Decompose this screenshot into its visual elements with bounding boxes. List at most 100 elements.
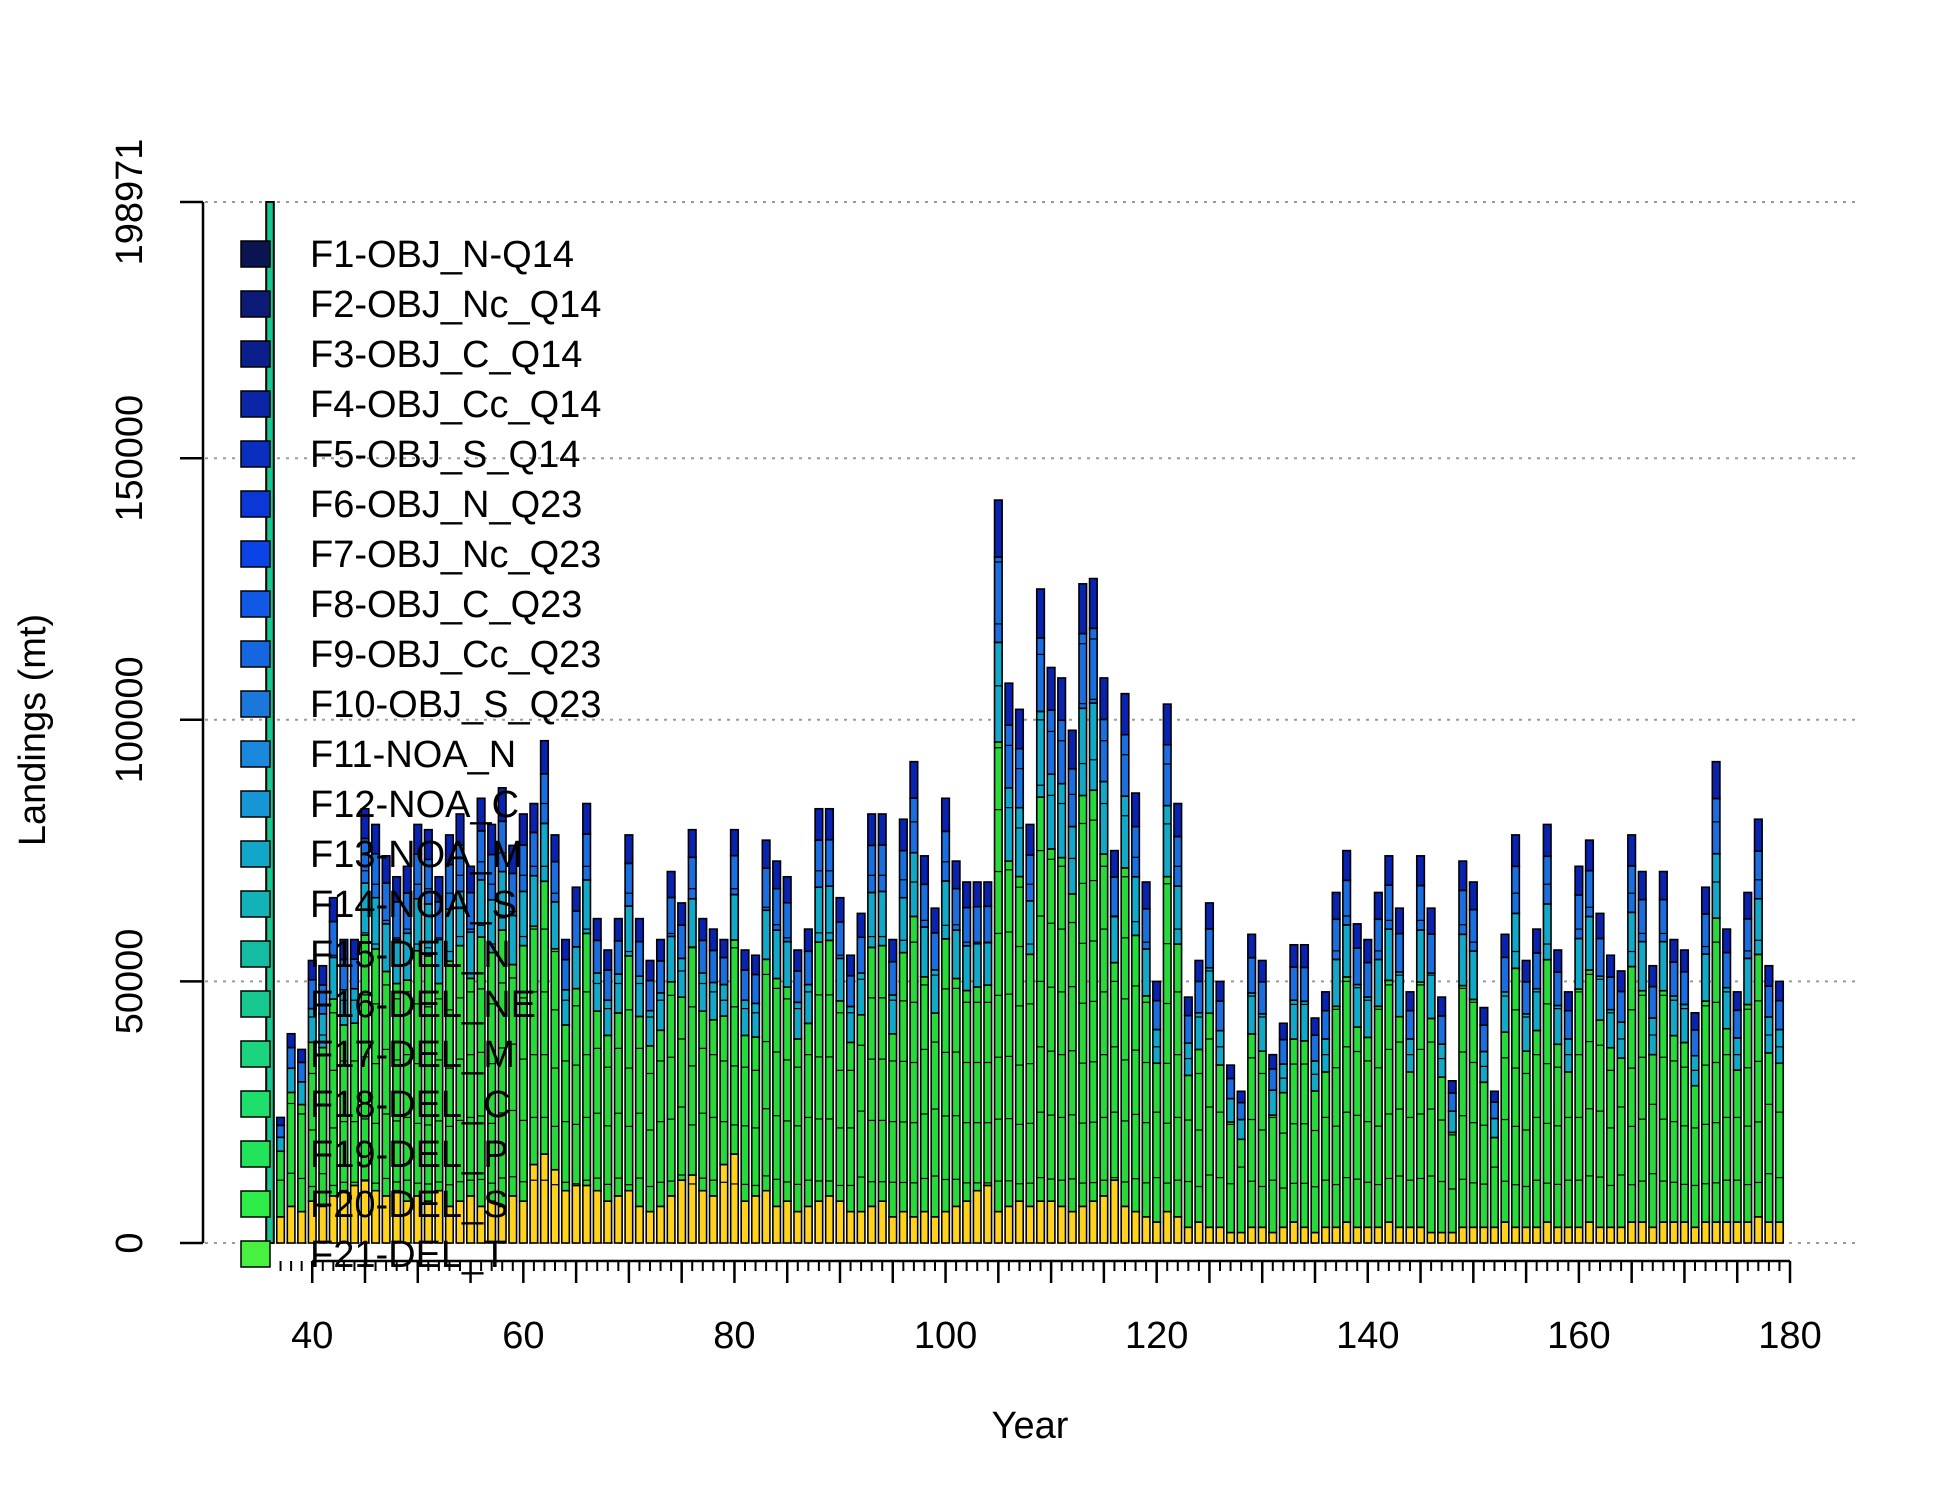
bar-147 xyxy=(1437,996,1447,1244)
legend-swatch xyxy=(240,640,271,668)
bar-140 xyxy=(1363,938,1373,1244)
bar-segment xyxy=(1310,1060,1320,1092)
legend-swatch xyxy=(240,890,271,918)
bar-segment xyxy=(1648,985,1658,1019)
bar-segment xyxy=(1595,937,1605,977)
bar-107 xyxy=(1014,708,1025,1244)
bar-80 xyxy=(729,828,740,1244)
bar-segment xyxy=(983,984,993,1187)
bar-segment xyxy=(1057,1205,1067,1244)
bar-segment xyxy=(1173,1216,1183,1244)
bar-segment xyxy=(1510,834,1521,868)
bar-104 xyxy=(983,881,993,1244)
bar-segment xyxy=(582,1184,592,1244)
bar-segment xyxy=(1679,970,1690,1006)
bar-segment xyxy=(1141,881,1151,910)
bar-segment xyxy=(571,1184,581,1244)
bar-segment xyxy=(1468,998,1478,1229)
bar-116 xyxy=(1109,849,1120,1244)
bar-segment xyxy=(761,909,771,961)
bar-segment xyxy=(782,940,792,988)
bar-segment xyxy=(487,823,497,856)
bar-segment xyxy=(1247,933,1257,959)
bar-segment xyxy=(1057,856,1067,1208)
y-tick-label: 150000 xyxy=(109,395,151,522)
bar-segment xyxy=(1215,1000,1225,1032)
bar-segment xyxy=(1679,1003,1690,1044)
bar-segment xyxy=(1574,894,1584,940)
bar-segment xyxy=(1458,933,1468,987)
bar-segment xyxy=(1204,1226,1215,1244)
legend-item: F2-OBJ_Nc_Q14 xyxy=(240,284,601,326)
bar-segment xyxy=(1204,928,1215,969)
bar-segment xyxy=(1225,1231,1236,1244)
bar-segment xyxy=(1025,823,1035,856)
legend-swatch xyxy=(240,690,271,718)
bar-segment xyxy=(803,1022,813,1208)
bar-143 xyxy=(1394,907,1405,1244)
bar-121 xyxy=(1162,703,1172,1244)
bar-segment xyxy=(1690,1226,1700,1244)
bar-88 xyxy=(814,807,824,1244)
bar-segment xyxy=(666,981,676,1197)
bar-segment xyxy=(687,1174,697,1244)
y-tick-label: 100000 xyxy=(109,656,151,783)
legend-item: F10-OBJ_S_Q23 xyxy=(240,684,601,726)
bar-176 xyxy=(1743,891,1753,1244)
bar-segment xyxy=(1099,718,1109,783)
legend-label: F13-NOA_M xyxy=(310,834,523,876)
bar-segment xyxy=(1194,1011,1204,1051)
bar-segment xyxy=(729,828,740,857)
bar-segment xyxy=(1648,964,1658,988)
x-tick-label: 40 xyxy=(291,1315,333,1357)
bar-segment xyxy=(1500,1221,1510,1244)
bar-segment xyxy=(940,938,951,1213)
legend-item: F12-NOA_C xyxy=(240,784,519,826)
bar-81 xyxy=(740,949,750,1244)
bar-49 xyxy=(402,865,412,1244)
bar-segment xyxy=(286,1032,296,1049)
bar-74 xyxy=(666,870,676,1244)
bar-segment xyxy=(1732,1037,1742,1071)
bar-segment xyxy=(413,823,423,855)
legend-label: F7-OBJ_Nc_Q23 xyxy=(310,534,601,576)
bar-66 xyxy=(582,802,592,1244)
bar-44 xyxy=(349,938,360,1244)
bar-segment xyxy=(1194,1221,1204,1244)
bar-segment xyxy=(1732,1221,1742,1244)
bar-segment xyxy=(1078,582,1088,635)
bar-segment xyxy=(1584,869,1595,918)
bar-segment xyxy=(434,875,444,903)
bar-segment xyxy=(1173,943,1183,1218)
y-tick-label: 198971 xyxy=(109,139,151,266)
legend-swatch xyxy=(240,490,271,518)
bar-segment xyxy=(603,969,613,1002)
bar-segment xyxy=(867,946,877,1208)
bar-segment xyxy=(275,1216,286,1244)
bar-segment xyxy=(444,834,455,866)
bar-segment xyxy=(1437,1231,1447,1244)
bar-segment xyxy=(571,910,581,948)
bar-segment xyxy=(1394,1015,1405,1229)
bar-segment xyxy=(1046,709,1056,776)
bar-segment xyxy=(1384,979,1394,1223)
bar-58 xyxy=(497,787,507,1244)
bar-segment xyxy=(1014,875,1025,1202)
bar-segment xyxy=(1637,940,1647,992)
bar-segment xyxy=(1057,677,1067,722)
bar-segment xyxy=(1584,915,1595,971)
bar-segment xyxy=(1489,1136,1500,1229)
bar-segment xyxy=(286,1067,296,1094)
bar-segment xyxy=(529,925,539,1166)
bar-segment xyxy=(655,938,666,962)
bar-segment xyxy=(782,1200,792,1244)
bar-164 xyxy=(1616,970,1626,1244)
bar-segment xyxy=(814,886,824,943)
bar-segment xyxy=(1405,991,1415,1012)
legend-swatch xyxy=(240,290,271,318)
bar-55 xyxy=(465,865,476,1244)
bar-segment xyxy=(624,905,634,957)
bar-segment xyxy=(286,1046,296,1070)
bar-52 xyxy=(434,875,444,1244)
bar-segment xyxy=(708,1195,718,1244)
